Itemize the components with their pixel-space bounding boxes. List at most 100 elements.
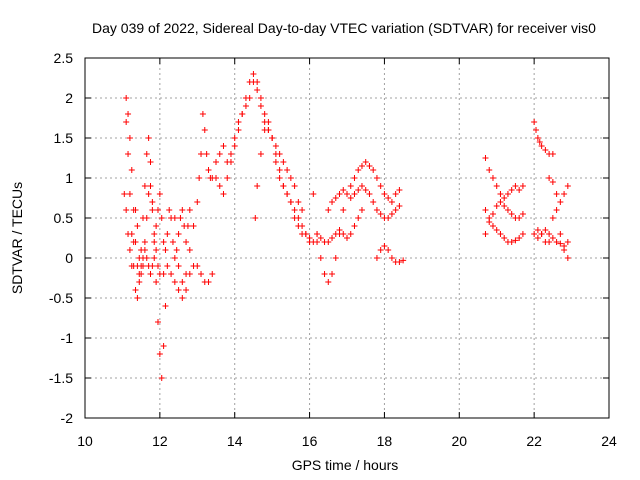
data-point [257, 151, 264, 157]
data-point [147, 183, 154, 189]
data-point [344, 235, 350, 241]
data-point [194, 199, 201, 205]
x-tick-label: 12 [152, 433, 168, 449]
data-point [272, 143, 279, 149]
data-point [538, 143, 545, 149]
data-point [173, 247, 180, 253]
data-point [493, 183, 500, 189]
data-point [538, 231, 545, 237]
y-tick-label: 0 [65, 250, 73, 266]
series-track-a [121, 183, 193, 277]
data-point [557, 199, 564, 205]
data-point [489, 211, 496, 217]
x-tick-label: 22 [526, 433, 542, 449]
data-point [171, 279, 178, 285]
data-point [482, 231, 489, 237]
data-point [497, 191, 504, 197]
data-point [149, 207, 156, 213]
data-point [276, 175, 283, 181]
chart-title: Day 039 of 2022, Sidereal Day-to-day VTE… [92, 20, 596, 36]
y-tick-labels: -2 -1.5 -1 -0.5 0 0.5 1 1.5 2 2.5 [49, 50, 73, 426]
data-point [310, 191, 317, 197]
series-track-d [171, 79, 313, 285]
data-point [299, 207, 306, 213]
data-point [336, 191, 343, 197]
data-point [362, 159, 369, 165]
data-point [171, 215, 178, 221]
series-track-l [482, 207, 526, 245]
data-point [336, 227, 343, 233]
data-point [396, 203, 403, 209]
data-point [373, 255, 380, 261]
data-point [143, 255, 150, 261]
series-track-h [325, 183, 403, 221]
data-point [246, 79, 253, 85]
data-point [516, 215, 523, 221]
data-point [549, 215, 556, 221]
data-point [121, 191, 128, 197]
data-point [164, 231, 171, 237]
data-point [213, 159, 219, 165]
data-point [168, 271, 175, 277]
data-point [370, 199, 377, 205]
data-point [209, 271, 216, 277]
data-point [145, 135, 152, 141]
data-point [561, 247, 568, 253]
data-point [186, 247, 193, 253]
data-point [235, 127, 242, 133]
data-point [400, 257, 407, 264]
data-point [179, 207, 186, 213]
data-point [564, 255, 571, 261]
data-point [190, 223, 197, 229]
data-point [317, 255, 324, 261]
data-point [534, 227, 541, 233]
data-point [154, 263, 161, 269]
data-point [158, 215, 165, 221]
data-point [362, 187, 369, 193]
data-point [486, 219, 493, 225]
data-point [151, 231, 158, 237]
x-tick-label: 16 [302, 433, 318, 449]
data-point [329, 199, 336, 205]
series-track-k [482, 155, 526, 201]
y-tick-label: 0.5 [54, 210, 74, 226]
data-point [154, 319, 161, 325]
data-point [154, 207, 161, 213]
data-point [149, 199, 156, 205]
data-point [340, 231, 347, 237]
data-point [160, 343, 167, 349]
data-point [162, 303, 169, 309]
data-point [205, 167, 212, 173]
y-tick-label: -0.5 [49, 290, 73, 306]
data-point [504, 191, 511, 197]
data-point [534, 135, 541, 141]
points-layer [121, 71, 571, 381]
data-point [385, 247, 392, 253]
data-point [536, 139, 543, 145]
x-tick-labels: 10 12 14 16 18 20 22 24 [77, 433, 617, 449]
x-tick-label: 10 [77, 433, 93, 449]
data-point [145, 191, 152, 197]
data-point [314, 239, 321, 245]
data-point [252, 215, 259, 221]
data-point [295, 199, 302, 205]
data-point [183, 287, 190, 293]
data-point [388, 255, 395, 261]
data-point [351, 223, 358, 229]
data-point [291, 183, 298, 189]
data-point [169, 239, 176, 245]
data-point [151, 255, 158, 261]
data-point [516, 187, 523, 193]
data-point [126, 247, 133, 253]
data-point [321, 271, 328, 277]
data-point [257, 95, 264, 101]
series-track-p [546, 175, 571, 205]
data-point [381, 191, 388, 197]
data-point [351, 191, 358, 197]
data-point [396, 187, 403, 193]
y-tick-label: 1.5 [54, 130, 74, 146]
data-point [329, 271, 336, 277]
data-point [314, 231, 321, 237]
data-point [205, 279, 212, 285]
data-point [377, 211, 384, 217]
